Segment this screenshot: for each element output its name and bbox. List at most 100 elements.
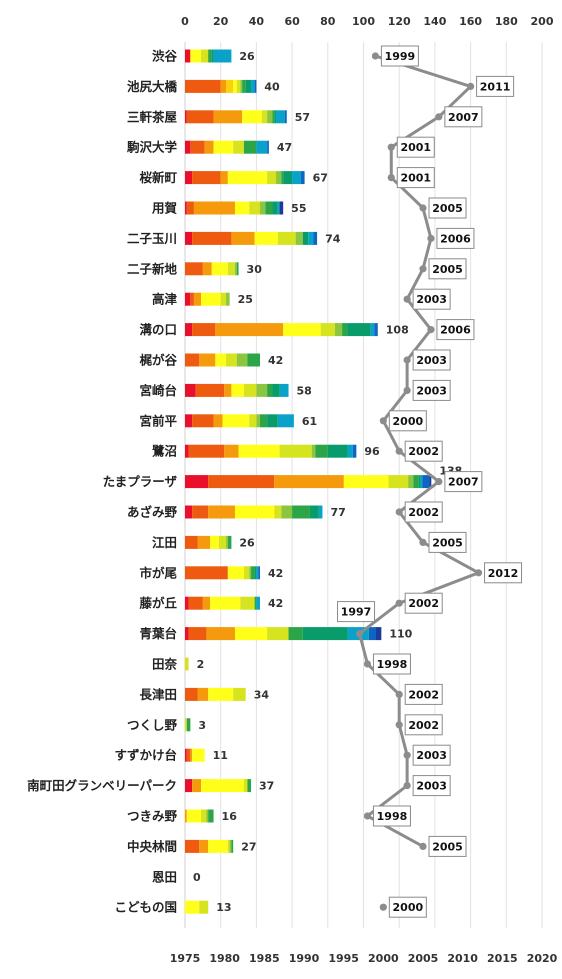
bar-segment [192,231,232,245]
year-marker [403,356,411,364]
bar-segment [308,231,314,245]
bar-segment [256,140,268,154]
total-label: 42 [268,597,283,610]
total-label: 16 [222,810,238,823]
year-label-box [404,440,443,462]
stacked-bars: 2640574767557430251084258619613877264242… [185,49,462,914]
year-marker [355,630,364,638]
bar-segment [202,262,212,276]
bar-segment [258,566,260,580]
total-label: 30 [247,263,263,276]
bar-segment [342,323,348,337]
year-label: 2003 [416,354,447,367]
station-label: 田奈 [152,657,178,672]
bar-segment [185,110,187,124]
bar-segment [213,49,232,63]
bar-segment [190,49,202,63]
bar-segment [267,110,273,124]
bar-segment [188,596,203,610]
bar-segment [422,475,430,489]
bar-segment [261,110,268,124]
top-tick-label: 180 [495,15,518,28]
bar-segment [283,171,293,185]
bar-segment [256,414,260,428]
total-label: 67 [313,172,328,185]
year-label: 2002 [408,688,439,701]
bar-segment [226,79,234,93]
bottom-axis: 1975 1980 1985 1990 1995 2000 2005 2010 2015 2020 [170,952,558,965]
total-label: 2 [197,658,205,671]
bar-segment [236,353,248,367]
bar-segment [206,809,209,823]
total-label: 42 [268,354,283,367]
bar-segment [192,323,216,337]
bar-segment [209,535,219,549]
year-label: 1997 [341,606,372,619]
bar-segment [185,687,198,701]
bar-segment [281,505,293,519]
bottom-tick-label: 1985 [249,952,280,965]
year-label: 2003 [416,749,447,762]
year-marker [395,599,403,607]
bar-segment [259,414,268,428]
station-label: 藤が丘 [138,596,177,611]
bar-segment [193,292,202,306]
bar-segment [243,383,257,397]
bar-segment [259,201,266,215]
bar-segment [281,171,284,185]
bar-segment [199,839,209,853]
year-labels: 1999 2011 2007 2001 2001 2005 2006 2005 2003 2006… [337,45,523,918]
bar-segment [242,79,246,93]
year-marker [403,295,411,303]
bar-segment [231,383,244,397]
total-label: 27 [241,840,256,853]
year-label: 2000 [393,415,424,428]
year-marker [474,569,483,577]
bar-segment [199,353,216,367]
year-marker [435,113,443,121]
bar-segment [185,231,193,245]
bar-segment [226,353,237,367]
bar-segment [224,444,239,458]
bar-segment [192,171,221,185]
bar-segment [274,505,282,519]
station-label: 渋谷 [152,49,178,64]
bar-segment [243,779,248,793]
bar-segment [234,201,250,215]
bar-segment [193,201,235,215]
year-label: 1998 [377,658,408,671]
year-label-box [484,562,523,584]
bar-segment [243,566,250,580]
bar-segment [202,596,210,610]
year-marker [379,417,387,425]
bar-segment [227,566,244,580]
year-marker [419,842,427,851]
bar-segment [211,49,214,63]
year-label: 2001 [400,141,431,154]
year-label: 2002 [408,597,439,610]
bar-segment [277,414,294,428]
bar-segment [272,383,280,397]
year-label-box [476,75,515,97]
bar-segment [276,171,282,185]
bar-segment [185,323,193,337]
bar-segment [208,839,228,853]
year-marker [387,143,395,151]
bar-segment [229,839,232,853]
bar-segment [185,566,228,580]
bar-segment [208,687,234,701]
station-label: 三軒茶屋 [127,109,178,124]
year-label-box [444,106,483,128]
bar-segment [227,535,232,549]
station-label: 二子新地 [127,261,178,276]
bar-segment [375,627,382,641]
bar-segment [279,383,289,397]
total-label: 58 [297,384,312,397]
bar-segment [190,292,194,306]
bar-segment [206,627,235,641]
bar-segment [185,505,193,519]
bar-segment [429,475,432,489]
bar-segment [274,110,277,124]
bar-segment [192,748,205,762]
bar-segment [420,475,423,489]
